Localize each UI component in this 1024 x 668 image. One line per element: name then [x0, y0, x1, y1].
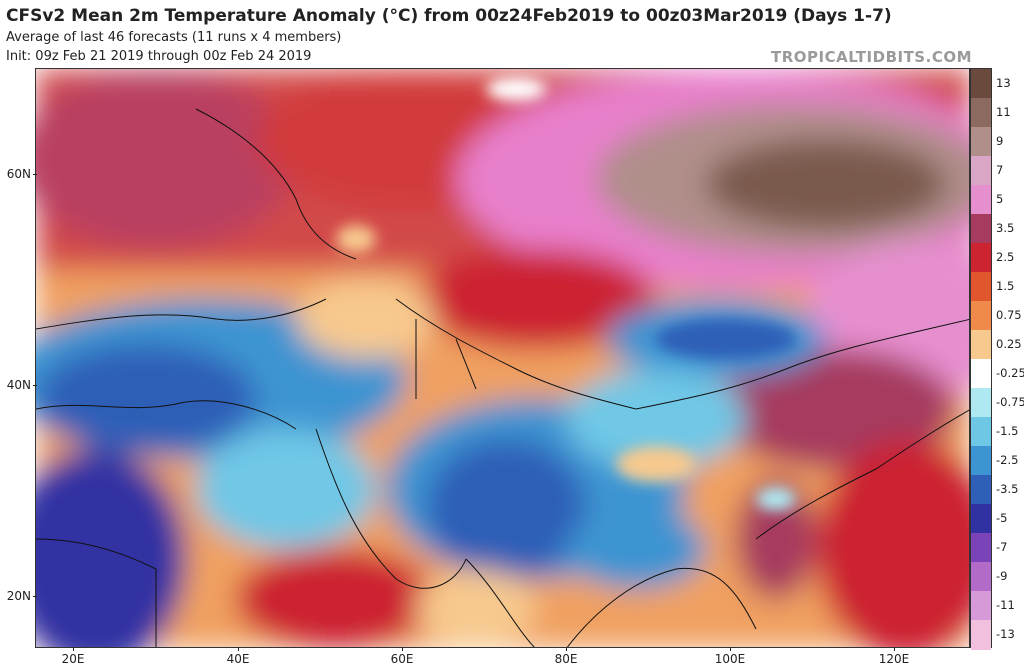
colorbar-label: -0.75 [996, 394, 1024, 409]
colorbar-segment [971, 214, 991, 244]
lon-tick [73, 647, 74, 651]
colorbar-segment [971, 620, 991, 650]
colorbar-segment [971, 98, 991, 128]
colorbar-label: -7 [996, 539, 1008, 554]
lon-tick [894, 647, 895, 651]
colorbar-label: -2.5 [996, 452, 1019, 467]
colorbar-segment [971, 417, 991, 447]
map-subtitle-forecasts: Average of last 46 forecasts (11 runs x … [6, 30, 342, 45]
lon-label-80e: 80E [554, 652, 578, 666]
anomaly-fill [36, 69, 969, 647]
colorbar-segment [971, 475, 991, 505]
colorbar-label: 3.5 [996, 220, 1015, 235]
colorbar-label: 7 [996, 162, 1004, 177]
lon-label-60e: 60E [390, 652, 414, 666]
lat-label-40n: 40N [6, 378, 31, 392]
colorbar-segment [971, 562, 991, 592]
colorbar-label: 1.5 [996, 278, 1015, 293]
lon-tick [238, 647, 239, 651]
colorbar-segment [971, 446, 991, 476]
colorbar-label: -9 [996, 568, 1008, 583]
colorbar-segment [971, 359, 991, 389]
lon-tick [566, 647, 567, 651]
colorbar-label: -3.5 [996, 481, 1019, 496]
colorbar-segment [971, 504, 991, 534]
colorbar-label: 0.25 [996, 336, 1022, 351]
colorbar-label: -11 [996, 597, 1015, 612]
temperature-anomaly-map [35, 68, 970, 648]
lat-label-20n: 20N [6, 589, 31, 603]
lon-label-20e: 20E [61, 652, 85, 666]
colorbar-segment [971, 243, 991, 273]
lon-tick [730, 647, 731, 651]
colorbar-label: -1.5 [996, 423, 1019, 438]
lon-label-100e: 100E [714, 652, 746, 666]
lat-tick [33, 385, 37, 386]
lat-tick [33, 174, 37, 175]
colorbar-segment [971, 330, 991, 360]
colorbar-label: -5 [996, 510, 1008, 525]
colorbar-label: -13 [996, 626, 1015, 641]
anomaly-detail [336, 77, 796, 511]
colorbar-label: -0.25 [996, 365, 1024, 380]
colorbar-label: 2.5 [996, 249, 1015, 264]
colorbar-segment [971, 127, 991, 157]
map-subtitle-init: Init: 09z Feb 21 2019 through 00z Feb 24… [6, 49, 312, 64]
colorbar-segment [971, 69, 991, 99]
colorbar-segment [971, 533, 991, 563]
map-title: CFSv2 Mean 2m Temperature Anomaly (°C) f… [6, 6, 892, 26]
colorbar-segment [971, 301, 991, 331]
colorbar-label: 11 [996, 104, 1011, 119]
coastlines [36, 108, 969, 647]
colorbar-segment [971, 156, 991, 186]
colorbar-segment [971, 388, 991, 418]
lat-label-60n: 60N [6, 167, 31, 181]
colorbar-segment [971, 185, 991, 215]
lon-label-120e: 120E [878, 652, 910, 666]
colorbar-segment [971, 272, 991, 302]
colorbar-label: 5 [996, 191, 1004, 206]
colorbar-label: 0.75 [996, 307, 1022, 322]
colorbar [970, 68, 992, 650]
anomaly-field [36, 69, 969, 647]
colorbar-segment [971, 591, 991, 621]
colorbar-label: 13 [996, 75, 1011, 90]
lat-tick [33, 596, 37, 597]
lon-label-40e: 40E [226, 652, 250, 666]
brand-watermark: TROPICALTIDBITS.COM [771, 48, 972, 66]
colorbar-label: 9 [996, 133, 1004, 148]
lon-tick [402, 647, 403, 651]
